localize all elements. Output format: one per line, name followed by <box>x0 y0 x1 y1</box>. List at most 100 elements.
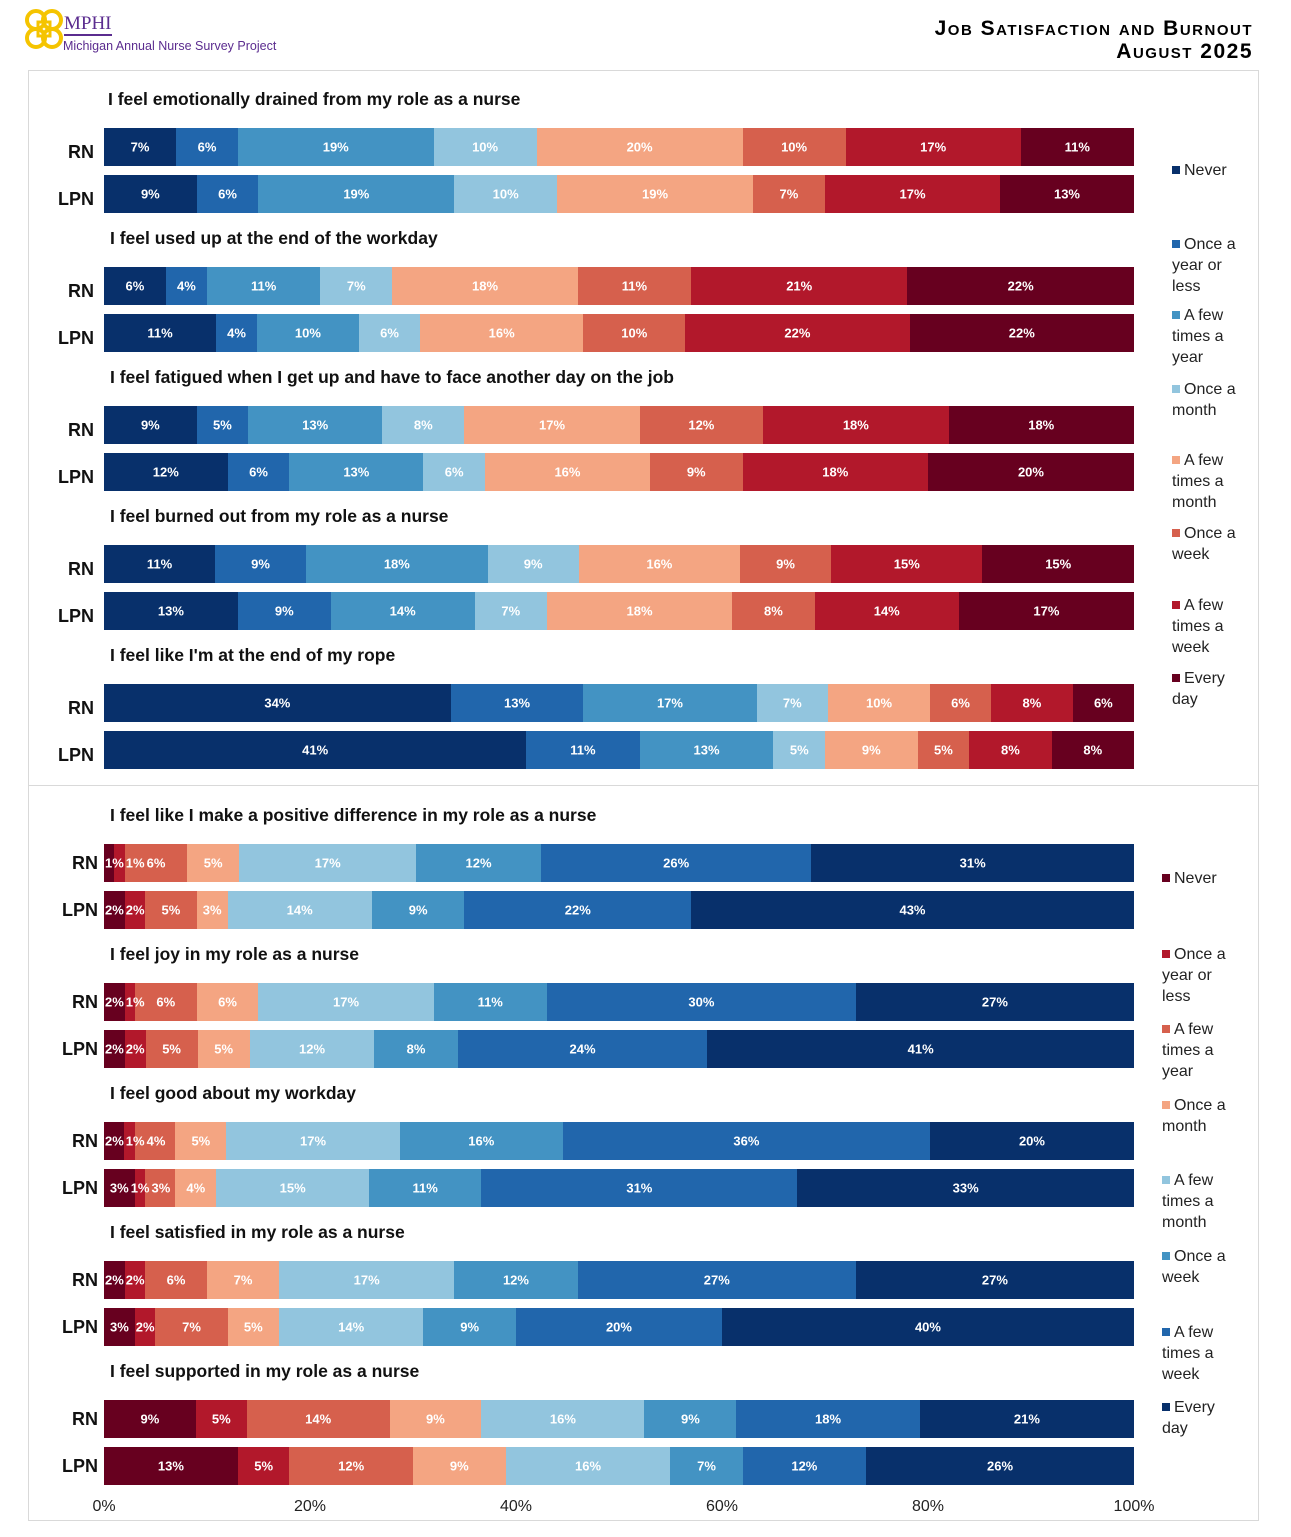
row-label-rn: RN <box>68 281 94 301</box>
data-label: 13% <box>1053 186 1080 202</box>
row-label-lpn: LPN <box>58 606 94 626</box>
data-label: 14% <box>873 603 900 619</box>
data-label: 6% <box>218 994 237 1010</box>
bar-segment-every-day: 31% <box>811 844 1134 882</box>
data-label: 18% <box>822 464 849 480</box>
data-label: 5% <box>214 1041 234 1057</box>
bar-segment-every-day: 11% <box>1020 128 1134 166</box>
data-label: 9% <box>776 556 795 572</box>
bar-segment-a-few-times-a-year: 5% <box>145 891 197 929</box>
data-label: 36% <box>733 1133 760 1149</box>
bar-segment-a-few-times-a-month: 16% <box>578 545 741 583</box>
data-label: 13% <box>693 742 720 758</box>
bar-segment-never: 11% <box>104 314 217 352</box>
bar-segment-once-a-year-or-less: 2% <box>124 1261 146 1299</box>
data-label: 7% <box>346 278 366 294</box>
data-label: 15% <box>279 1180 306 1196</box>
bar-segment-once-a-week: 12% <box>416 844 541 882</box>
bar-segment-every-day: 22% <box>909 314 1134 352</box>
stacked-bar: 6% 4% 11% 7% 18% 11% 21% 22% <box>104 267 1134 305</box>
legend-swatch <box>1162 874 1170 882</box>
data-label: 13% <box>157 603 184 619</box>
data-label: 20% <box>1017 464 1044 480</box>
question-title: I feel emotionally drained from my role … <box>108 89 521 109</box>
question-title: I feel like I'm at the end of my rope <box>110 645 396 665</box>
x-tick-label: 20% <box>293 1498 327 1515</box>
data-label: 6% <box>146 855 166 871</box>
bar-segment-every-day: 27% <box>855 1261 1134 1299</box>
data-label: 22% <box>564 902 591 918</box>
data-label: 3% <box>109 1180 129 1196</box>
row-label-lpn: LPN <box>62 1317 98 1337</box>
data-label: 10% <box>781 139 808 155</box>
question-title: I feel joy in my role as a nurse <box>110 944 359 964</box>
bar-segment-a-few-times-a-month: 19% <box>557 175 753 213</box>
data-label: 13% <box>343 464 370 480</box>
data-label: 4% <box>146 1133 166 1149</box>
legend-label: Once a week <box>1162 1248 1226 1286</box>
data-label: 12% <box>299 1041 326 1057</box>
legend-swatch <box>1172 529 1180 537</box>
data-label: 14% <box>305 1411 332 1427</box>
data-label: 6% <box>156 994 176 1010</box>
data-label: 43% <box>899 902 926 918</box>
legend-label: Every day <box>1172 670 1225 708</box>
bar-segment-once-a-year-or-less: 1% <box>124 1122 145 1160</box>
bar-segment-once-a-month: 7% <box>756 684 829 722</box>
bar-segment-never: 2% <box>104 1261 125 1299</box>
data-label: 2% <box>135 1319 155 1335</box>
data-label: 27% <box>981 1272 1008 1288</box>
bar-segment-a-few-times-a-year: 5% <box>145 1030 198 1068</box>
data-label: 8% <box>1083 742 1103 758</box>
data-label: 30% <box>688 994 715 1010</box>
bar-segment-a-few-times-a-month: 15% <box>216 1169 370 1207</box>
bar-segment-every-day: 26% <box>866 1447 1134 1485</box>
row-label-rn: RN <box>72 1270 98 1290</box>
bar-segment-a-few-times-a-year: 6% <box>124 844 188 882</box>
legend-item: Once a month <box>1162 1095 1242 1137</box>
bar-segment-a-few-times-a-month: 18% <box>392 267 578 305</box>
bar-segment-a-few-times-a-year: 6% <box>145 1261 207 1299</box>
bar-segment-a-few-times-a-month: 17% <box>464 406 640 444</box>
bar-segment-once-a-week: 9% <box>423 1308 516 1346</box>
row-label-lpn: LPN <box>58 328 94 348</box>
data-label: 12% <box>791 1458 818 1474</box>
bar-segment-every-day: 22% <box>907 267 1134 305</box>
legend-label: A few times a month <box>1172 452 1224 511</box>
bar-segment-every-day: 20% <box>927 453 1134 491</box>
bar-segment-a-few-times-a-year: 17% <box>583 684 757 722</box>
legend-label: A few times a week <box>1162 1324 1214 1383</box>
logo-name: MPHI <box>64 13 112 36</box>
bar-segment-once-a-year-or-less: 2% <box>124 891 146 929</box>
legend-item: Every day <box>1162 1397 1242 1439</box>
data-label: 10% <box>865 695 893 711</box>
bar-segment-never: 13% <box>104 592 238 630</box>
data-label: 9% <box>274 603 294 619</box>
legend-item: Once a year or less <box>1162 944 1242 1007</box>
bar-segment-a-few-times-a-month: 14% <box>227 891 372 929</box>
legend-item: Once a week <box>1162 1246 1242 1288</box>
data-label: 17% <box>920 139 947 155</box>
row-label-lpn: LPN <box>58 189 94 209</box>
bar-segment-once-a-month: 10% <box>454 175 558 213</box>
data-label: 2% <box>125 1041 145 1057</box>
data-label: 2% <box>105 1041 124 1057</box>
x-tick-label: 40% <box>499 1498 533 1515</box>
question-title: I feel like I make a positive difference… <box>110 805 597 825</box>
bar-segment-once-a-year-or-less: 2% <box>124 1030 146 1068</box>
legend-item: Once a year or less <box>1172 234 1252 297</box>
bar-segment-once-a-month: 5% <box>197 1030 250 1068</box>
legend-label: Every day <box>1162 1399 1215 1437</box>
legend-item: Never <box>1162 868 1242 889</box>
data-label: 9% <box>460 1319 480 1335</box>
bar-segment-once-a-year-or-less: 9% <box>237 592 331 630</box>
data-label: 6% <box>951 695 970 711</box>
data-label: 5% <box>934 742 953 758</box>
stacked-bar: 11% 9% 18% 9% 16% 9% 15% 15% <box>104 545 1134 583</box>
data-label: 18% <box>1028 417 1055 433</box>
bar-segment-a-few-times-a-week: 24% <box>457 1030 708 1068</box>
bar-segment-a-few-times-a-month: 20% <box>536 128 743 166</box>
bar-segment-once-a-year-or-less: 2% <box>134 1308 156 1346</box>
data-label: 41% <box>907 1041 934 1057</box>
stacked-bar: 2% 1% 4% 5% 17% 16% 36% 20% <box>104 1122 1134 1160</box>
